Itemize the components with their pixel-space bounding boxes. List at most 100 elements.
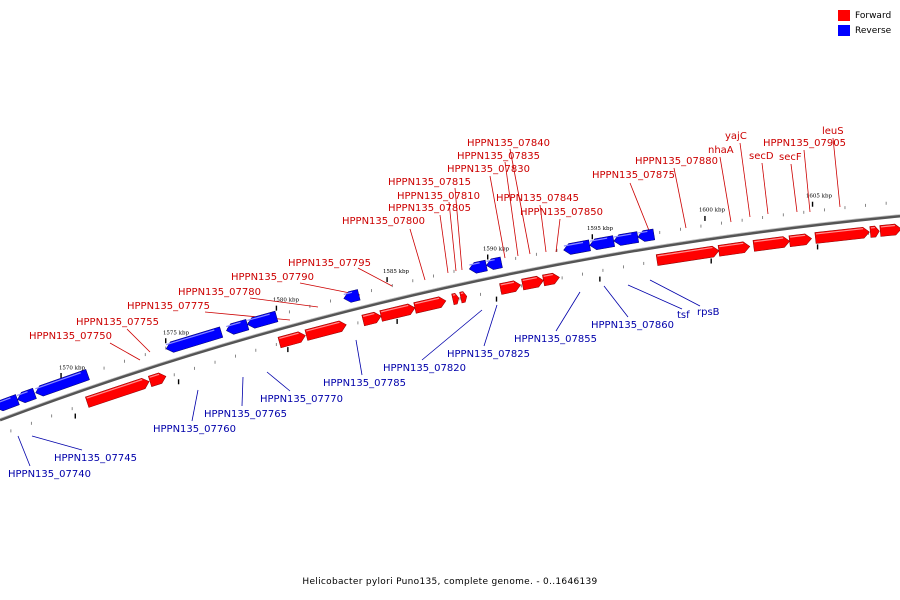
label-leader-line <box>629 182 651 234</box>
label-leader-line <box>241 376 244 407</box>
reverse-gene-arrow <box>637 228 656 242</box>
reverse-gene-arrow <box>485 256 503 270</box>
label-leader-line <box>448 201 457 272</box>
gene-label: HPPN135_07790 <box>231 272 314 283</box>
gene-label: HPPN135_07780 <box>178 287 261 298</box>
gene-label: HPPN135_07750 <box>29 331 112 342</box>
label-leader-line <box>832 137 841 208</box>
gene-label: HPPN135_07760 <box>153 424 236 435</box>
reverse-gene-arrow <box>16 387 37 403</box>
forward-gene-arrow <box>277 331 306 349</box>
scale-tick-label: 1580 kbp <box>273 298 300 304</box>
label-leader-line <box>439 214 449 274</box>
label-leader-line <box>603 285 629 318</box>
genome-backbone-highlight <box>0 214 900 419</box>
gene-label: secD <box>749 151 774 162</box>
label-leader-line <box>266 371 291 392</box>
reverse-gene-arrow <box>343 289 361 303</box>
gene-label: HPPN135_07800 <box>342 216 425 227</box>
gene-label: secF <box>779 152 802 163</box>
scale-tick-label: 1570 kbp <box>59 365 86 371</box>
forward-gene-arrow <box>85 377 150 408</box>
label-leader-line <box>555 218 561 253</box>
legend-label-forward: Forward <box>855 10 892 21</box>
label-leader-line <box>483 304 498 347</box>
forward-swatch <box>838 10 850 21</box>
forward-gene-arrow <box>717 241 751 257</box>
gene-label: HPPN135_07840 <box>467 138 550 149</box>
scale-tick-label: 1595 kbp <box>587 226 614 232</box>
scale-tick-label: 1590 kbp <box>483 246 510 252</box>
label-leader-line <box>803 149 811 213</box>
label-leader-line <box>649 279 701 307</box>
reverse-gene-arrow <box>35 369 90 397</box>
legend: Forward Reverse <box>838 8 891 38</box>
forward-gene-arrow <box>379 303 416 322</box>
label-leader-line <box>504 161 519 257</box>
label-leader-line <box>627 284 683 310</box>
tick-layer: 1570 kbp 1575 kbp 1580 kbp 1585 kbp 1590 kbp… <box>0 193 890 433</box>
gene-label-layer: HPPN135_07750 HPPN135_07755 HPPN135_07775 H… <box>8 126 846 480</box>
genome-caption: Helicobacter pylori Puno135, complete ge… <box>302 577 598 587</box>
label-leader-line <box>673 167 687 229</box>
gene-label: HPPN135_07810 <box>397 191 480 202</box>
reverse-gene-arrow <box>226 319 250 335</box>
label-leader-line <box>191 389 199 422</box>
gene-label: HPPN135_07755 <box>76 317 159 328</box>
forward-gene-arrow <box>451 292 460 305</box>
gene-label: HPPN135_07825 <box>447 349 530 360</box>
gene-label: tsf <box>677 310 690 321</box>
reverse-gene-arrow <box>468 259 488 274</box>
reverse-gene-arrow <box>165 326 224 353</box>
gene-label: HPPN135_07820 <box>383 363 466 374</box>
forward-gene-arrow <box>459 291 468 304</box>
gene-label: HPPN135_07745 <box>54 453 137 464</box>
label-leader-line <box>421 309 483 361</box>
label-leader-line <box>790 163 798 213</box>
label-leader-line <box>126 328 151 353</box>
label-leader-line <box>31 435 83 451</box>
forward-gene-arrow <box>788 233 812 247</box>
gene-label: HPPN135_07805 <box>388 203 471 214</box>
gene-label: HPPN135_07740 <box>8 469 91 480</box>
forward-gene-arrow <box>304 320 347 341</box>
gene-label: HPPN135_07845 <box>496 193 579 204</box>
gene-label: HPPN135_07835 <box>457 151 540 162</box>
genome-backbone <box>0 214 900 422</box>
forward-gene-arrow <box>814 226 870 244</box>
label-leader-line <box>17 435 31 467</box>
legend-item-reverse: Reverse <box>838 23 891 38</box>
gene-label: HPPN135_07850 <box>520 207 603 218</box>
gene-label: HPPN135_07775 <box>127 301 210 312</box>
gene-label: HPPN135_07765 <box>204 409 287 420</box>
label-leader-line <box>509 148 531 255</box>
forward-gene-arrow <box>879 223 900 237</box>
reverse-gene-arrow <box>247 310 279 329</box>
gene-label: yajC <box>725 131 747 142</box>
label-leader-line <box>555 291 581 332</box>
label-leader-line <box>739 142 751 218</box>
gene-label: HPPN135_07770 <box>260 394 343 405</box>
label-leader-line <box>539 204 547 253</box>
label-leader-line <box>454 187 463 271</box>
reverse-gene-arrow <box>0 394 20 412</box>
scale-tick-label: 1600 kbp <box>699 208 726 214</box>
reverse-gene-arrow <box>563 239 591 255</box>
label-leader-line <box>357 267 393 287</box>
label-leader-line <box>249 297 319 308</box>
gene-layer <box>0 223 900 412</box>
gene-label: HPPN135_07830 <box>447 164 530 175</box>
gene-label: HPPN135_07875 <box>592 170 675 181</box>
gene-label: HPPN135_07815 <box>388 177 471 188</box>
forward-gene-arrow <box>869 225 880 238</box>
gene-label: rpsB <box>697 307 720 318</box>
forward-gene-arrow <box>499 280 521 295</box>
scale-tick-label: 1585 kbp <box>383 269 410 275</box>
scale-tick-label: 1575 kbp <box>163 330 190 336</box>
reverse-gene-arrow <box>613 231 640 246</box>
gene-label: HPPN135_07785 <box>323 378 406 389</box>
gene-label: HPPN135_07905 <box>763 138 846 149</box>
label-leader-line <box>355 339 363 376</box>
gene-label: leuS <box>822 126 844 137</box>
forward-gene-arrow <box>752 236 791 252</box>
